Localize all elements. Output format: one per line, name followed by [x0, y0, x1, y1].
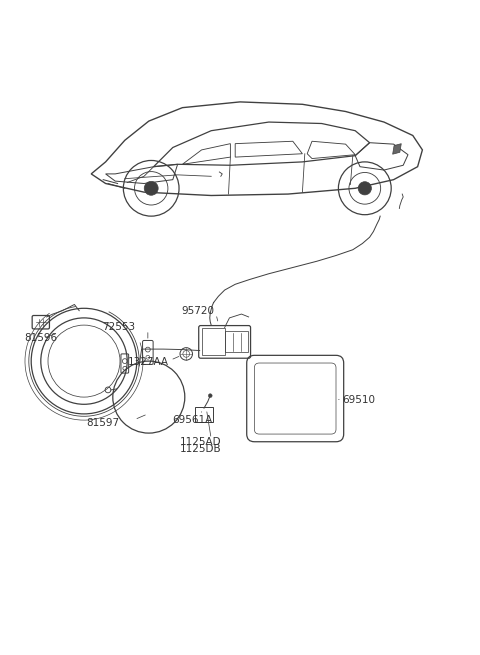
- Text: 1125DB: 1125DB: [180, 445, 221, 455]
- Text: 69510: 69510: [343, 396, 376, 405]
- Text: 72553: 72553: [102, 322, 136, 331]
- Text: 1327AA: 1327AA: [128, 357, 169, 367]
- Text: 95720: 95720: [181, 306, 214, 316]
- Text: 1125AD: 1125AD: [180, 437, 221, 447]
- Text: 81596: 81596: [24, 333, 57, 343]
- Circle shape: [144, 181, 158, 195]
- Circle shape: [208, 394, 212, 398]
- Polygon shape: [393, 143, 401, 154]
- Text: 69561A: 69561A: [172, 415, 212, 424]
- Text: 81597: 81597: [86, 417, 120, 428]
- Circle shape: [358, 181, 372, 195]
